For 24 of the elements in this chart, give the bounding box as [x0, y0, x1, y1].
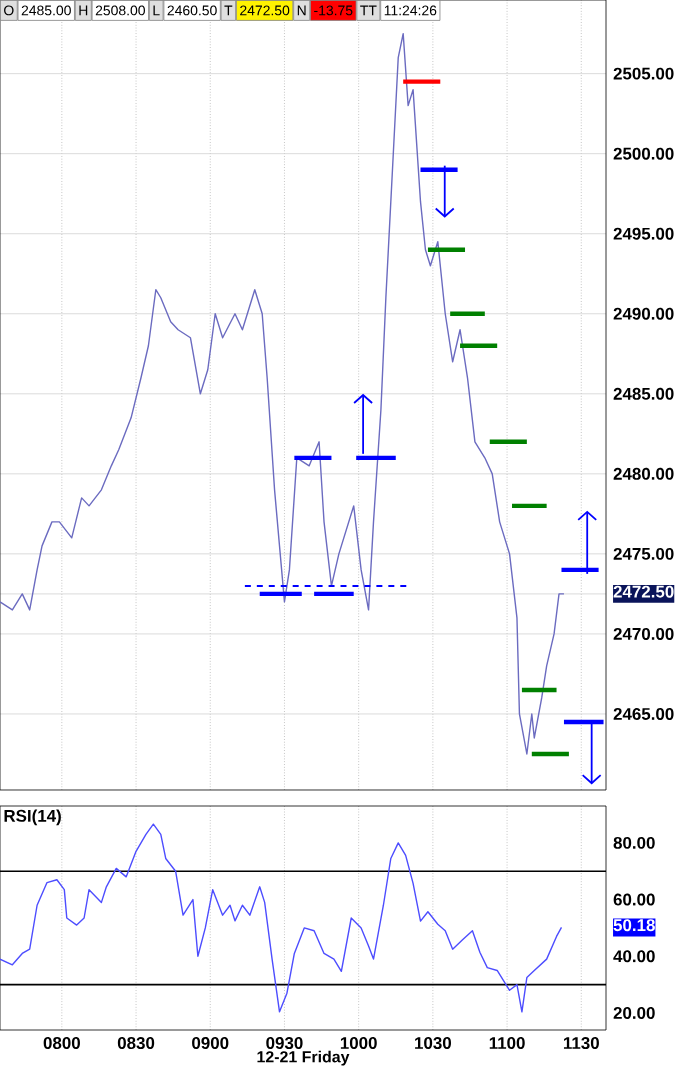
y-tick-label: 50.18: [613, 919, 655, 932]
y-tick-label: 2485.00: [613, 387, 674, 400]
x-tick-label: 0800: [43, 1037, 80, 1050]
y-tick-label: 2465.00: [613, 707, 674, 720]
y-tick-label: 20.00: [613, 1007, 655, 1019]
y-tick-label: 40.00: [613, 950, 655, 963]
y-tick-label: 2470.00: [613, 627, 674, 640]
x-tick-label: 1130: [563, 1037, 599, 1050]
y-tick-label: 2472.50: [613, 585, 674, 598]
x-tick-label: 0830: [117, 1037, 155, 1050]
y-tick-label: 80.00: [613, 836, 655, 849]
y-tick-label: 60.00: [613, 893, 655, 906]
x-tick-label: 1000: [340, 1037, 377, 1050]
x-tick-label: 1030: [415, 1037, 451, 1050]
y-tick-label: 2480.00: [613, 467, 674, 480]
y-tick-label: 2505.00: [613, 67, 674, 80]
chart-title: RSI(14): [4, 809, 61, 826]
y-tick-label: 2495.00: [613, 227, 674, 240]
y-tick-label: 2500.00: [613, 147, 674, 160]
x-tick-label: 0900: [192, 1037, 229, 1050]
x-tick-label: 1100: [489, 1037, 525, 1050]
y-tick-label: 2475.00: [613, 547, 674, 560]
y-tick-label: 2490.00: [613, 307, 674, 320]
x-tick-label: 0930: [266, 1037, 303, 1050]
